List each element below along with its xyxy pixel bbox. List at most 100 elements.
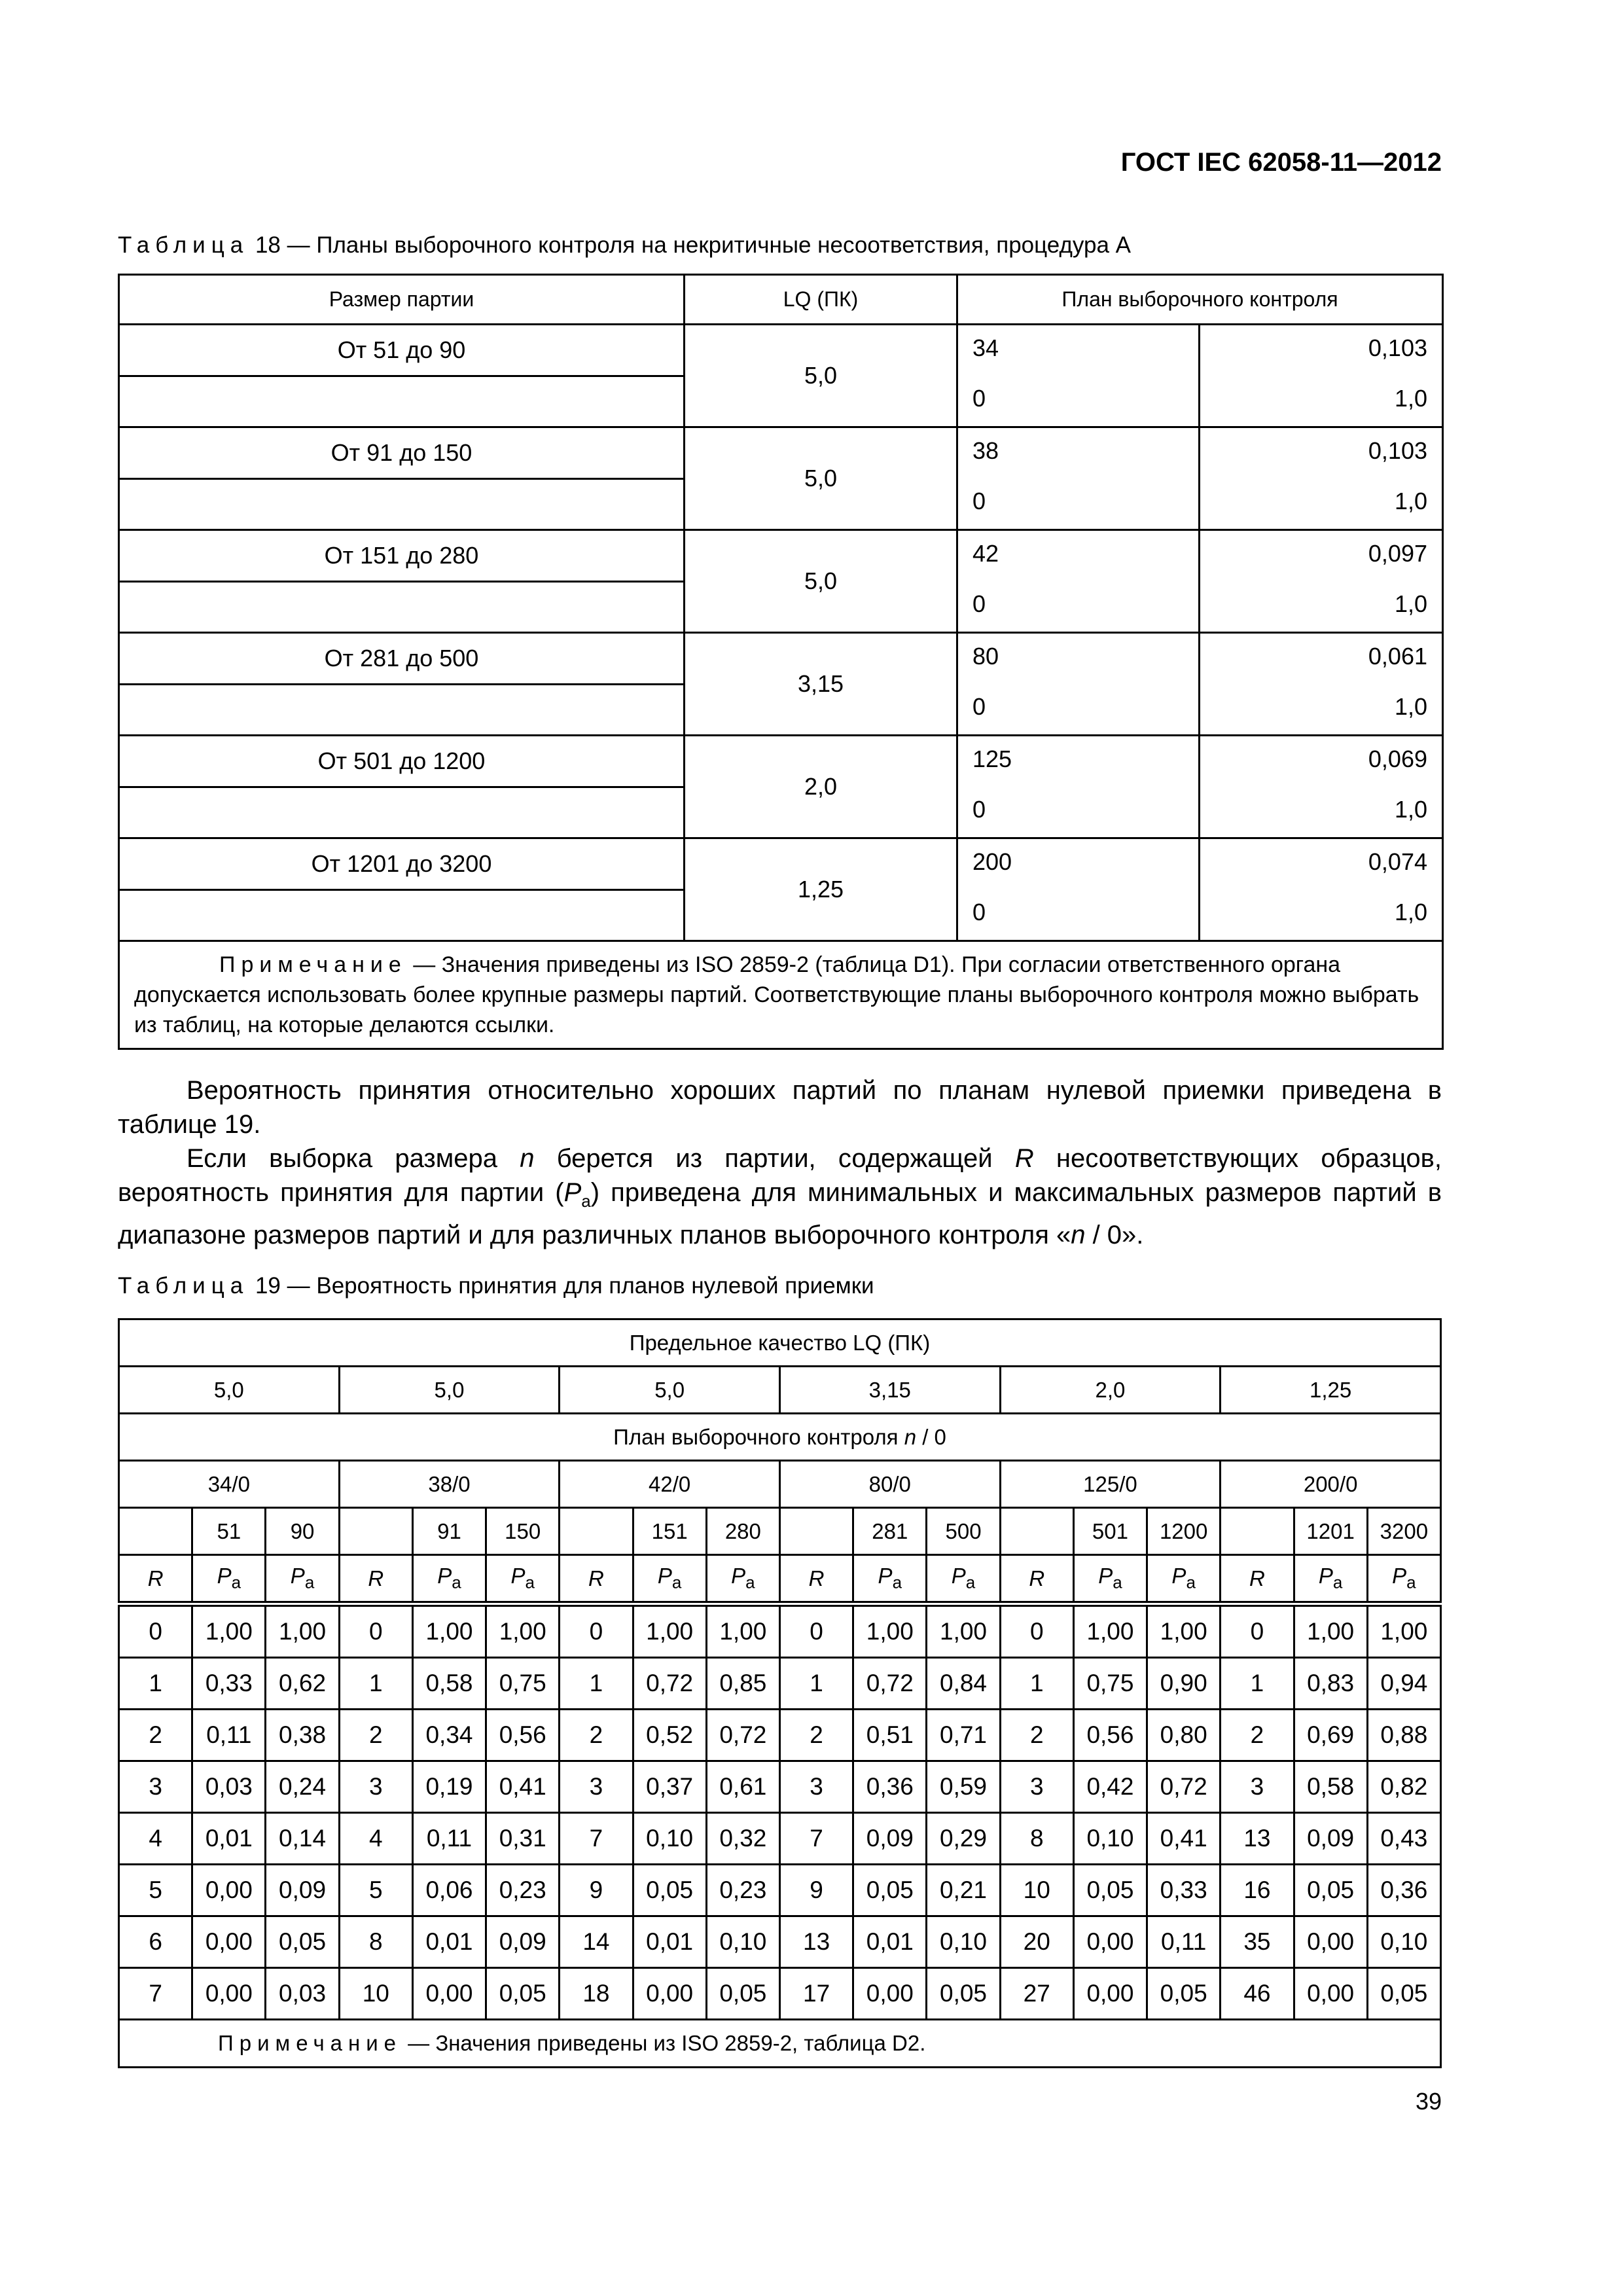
acceptance-value: 0,069 xyxy=(1368,745,1427,772)
pa-value-cell: 0,10 xyxy=(632,1812,707,1865)
table-row: 3 0,03 0,24 3 0,19 0,41 3 0,37 0,61 3 0,36 0,59 3 0,4… xyxy=(117,1760,1442,1814)
r-value-cell: 13 xyxy=(1219,1812,1295,1865)
pa-value-cell: 1,00 xyxy=(264,1603,340,1659)
pa-value-cell: 0,90 xyxy=(1146,1657,1222,1710)
pa-value-cell: 0,10 xyxy=(1366,1915,1442,1969)
acceptance-cell: 0,097 1,0 xyxy=(1198,529,1444,634)
pa-value-cell: 0,21 xyxy=(925,1863,1001,1917)
pa-value-cell: 1,00 xyxy=(925,1603,1001,1659)
pa-value-cell: 0,00 xyxy=(1293,1915,1368,1969)
table-row xyxy=(118,785,1443,839)
table-18: Размер партии LQ (ПК) План выборочного кон… xyxy=(118,274,1444,1050)
table-row: От 1201 до 3200 1,25 200 0 0,074 1,0 xyxy=(118,837,1444,942)
sample-size-value: 125 xyxy=(972,745,1012,772)
pa-value-cell: 0,11 xyxy=(191,1708,267,1762)
sample-size-value: 38 xyxy=(972,437,999,464)
col-pa-header: Pa xyxy=(1293,1554,1368,1607)
lot-max-cell: 90 xyxy=(264,1507,340,1556)
pa-symbol: P xyxy=(657,1564,672,1588)
empty-cell xyxy=(338,1507,414,1556)
r-value-cell: 4 xyxy=(338,1812,414,1865)
pa-value-cell: 0,09 xyxy=(852,1812,928,1865)
r-value-cell: 2 xyxy=(778,1708,855,1762)
sample-size-cell: 38 0 xyxy=(956,426,1200,531)
r-value-cell: 3 xyxy=(117,1760,194,1814)
acceptance-cell: 0,103 1,0 xyxy=(1198,426,1444,531)
pa-value-cell: 1,00 xyxy=(705,1603,781,1659)
lot-max-cell: 280 xyxy=(705,1507,781,1556)
r-value-cell: 3 xyxy=(558,1760,634,1814)
lot-max-cell: 3200 xyxy=(1366,1507,1442,1556)
acceptance-cell: 0,069 1,0 xyxy=(1198,734,1444,839)
table-row xyxy=(118,580,1443,634)
pa-value-cell: 0,01 xyxy=(191,1812,267,1865)
pa-value-cell: 0,05 xyxy=(1072,1863,1149,1917)
acceptance-value: 1,0 xyxy=(1394,796,1427,823)
lot-size-cell: От 91 до 150 xyxy=(118,426,685,480)
r-value-cell: 1 xyxy=(338,1657,414,1710)
empty-cell xyxy=(999,1507,1075,1556)
pa-value-cell: 0,43 xyxy=(1366,1812,1442,1865)
r-value-cell: 0 xyxy=(558,1603,634,1659)
r-value-cell: 3 xyxy=(338,1760,414,1814)
lq-value-cell: 3,15 xyxy=(778,1365,1001,1414)
plan-cell: 200/0 xyxy=(1219,1460,1442,1509)
lot-min-cell: 51 xyxy=(191,1507,267,1556)
sample-size-cell: 125 0 xyxy=(956,734,1200,839)
lot-size-empty-cell xyxy=(118,785,685,839)
pa-value-cell: 0,61 xyxy=(705,1760,781,1814)
pa-value-cell: 0,01 xyxy=(411,1915,488,1969)
table-row: От 51 до 90 5,0 34 0 0,103 1,0 xyxy=(118,323,1444,428)
table-19: Предельное качество LQ (ПК) 5,0 5,0 5,0 3,15… xyxy=(117,1318,1442,2068)
pa-value-cell: 0,85 xyxy=(705,1657,781,1710)
pa-value-cell: 0,14 xyxy=(264,1812,340,1865)
empty-cell xyxy=(1219,1507,1295,1556)
pa-value-cell: 0,41 xyxy=(1146,1812,1222,1865)
pa-value-cell: 0,05 xyxy=(1366,1967,1442,2020)
sample-size-value: 80 xyxy=(972,643,999,670)
lq-value-cell: 1,25 xyxy=(1219,1365,1442,1414)
pa-value-cell: 1,00 xyxy=(1146,1603,1222,1659)
pa-value-cell: 0,69 xyxy=(1293,1708,1368,1762)
body-text: Вероятность принятия относительно хороши… xyxy=(118,1073,1442,1252)
col-pa-header: Pa xyxy=(485,1554,561,1607)
pa-value-cell: 0,10 xyxy=(925,1915,1001,1969)
lot-min-cell: 501 xyxy=(1072,1507,1149,1556)
table-row: 51 90 91 150 151 280 281 500 501 1200 1201 3200 xyxy=(117,1507,1442,1556)
pa-value-cell: 0,05 xyxy=(485,1967,561,2020)
lq-value-cell: 2,0 xyxy=(999,1365,1222,1414)
sample-size-cell: 80 0 xyxy=(956,632,1200,736)
pa-symbol: P xyxy=(217,1564,232,1588)
col-pa-header: Pa xyxy=(191,1554,267,1607)
pa-value-cell: 0,01 xyxy=(852,1915,928,1969)
table-row: От 281 до 500 3,15 80 0 0,061 1,0 xyxy=(118,632,1444,736)
pa-value-cell: 0,03 xyxy=(191,1760,267,1814)
pa-value-cell: 0,11 xyxy=(411,1812,488,1865)
acceptance-cell: 0,074 1,0 xyxy=(1198,837,1444,942)
pa-value-cell: 0,34 xyxy=(411,1708,488,1762)
pa-symbol: P xyxy=(510,1564,526,1588)
pa-value-cell: 0,72 xyxy=(705,1708,781,1762)
page-number: 39 xyxy=(1415,2088,1442,2115)
r-value-cell: 0 xyxy=(117,1603,194,1659)
pa-value-cell: 0,09 xyxy=(485,1915,561,1969)
table19-note: Примечание — Значения приведены из ISO 2… xyxy=(118,2018,1442,2068)
empty-cell xyxy=(117,1507,194,1556)
pa-value-cell: 1,00 xyxy=(1293,1603,1368,1659)
r-value-cell: 1 xyxy=(778,1657,855,1710)
pa-value-cell: 0,88 xyxy=(1366,1708,1442,1762)
pa-subscript: a xyxy=(1406,1572,1416,1592)
pa-value-cell: 1,00 xyxy=(1072,1603,1149,1659)
pa-value-cell: 0,33 xyxy=(191,1657,267,1710)
plan-title: План выборочного контроля n / 0 xyxy=(118,1412,1442,1462)
r-value-cell: 20 xyxy=(999,1915,1075,1969)
table-row: 5 0,00 0,09 5 0,06 0,23 9 0,05 0,23 9 0,05 0,21 10 0,… xyxy=(117,1863,1442,1917)
pa-symbol: P xyxy=(878,1564,893,1588)
lq-title: Предельное качество LQ (ПК) xyxy=(118,1318,1442,1367)
pa-value-cell: 0,56 xyxy=(1072,1708,1149,1762)
r-value-cell: 7 xyxy=(117,1967,194,2020)
table-row: От 501 до 1200 2,0 125 0 0,069 1,0 xyxy=(118,734,1444,839)
pa-value-cell: 0,00 xyxy=(191,1915,267,1969)
lot-size-cell: От 151 до 280 xyxy=(118,529,685,583)
r-value-cell: 9 xyxy=(778,1863,855,1917)
